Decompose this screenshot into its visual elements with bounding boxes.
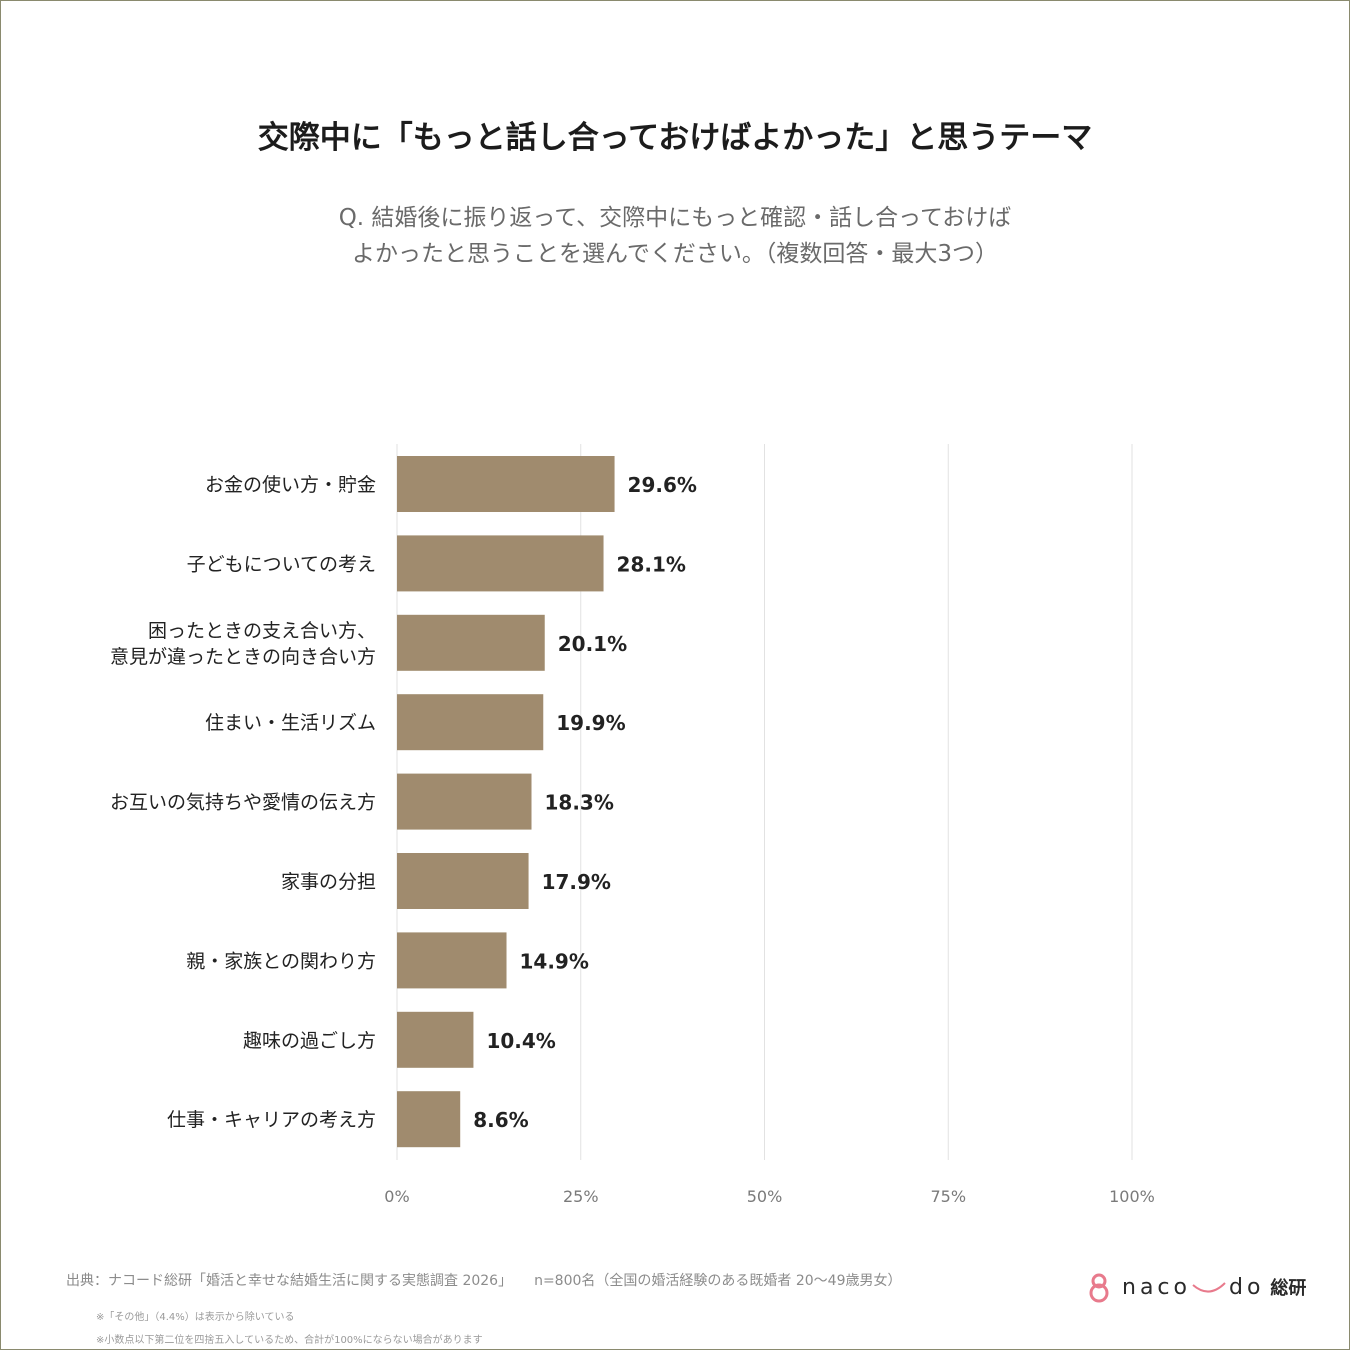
bar: [397, 1091, 461, 1148]
value-label: 28.1%: [617, 552, 686, 576]
value-label: 14.9%: [520, 949, 589, 973]
x-tick-label: 0%: [384, 1187, 409, 1206]
question-line-2: よかったと思うことを選んでください。（複数回答・最大3つ）: [352, 241, 998, 267]
logo-swoosh-icon: [1192, 1282, 1226, 1293]
bar: [397, 853, 529, 909]
category-label: 親・家族との関わり方: [186, 950, 376, 972]
value-label: 20.1%: [558, 632, 627, 656]
logo-text-right: do: [1228, 1274, 1265, 1300]
bar: [397, 694, 544, 751]
x-tick-label: 75%: [930, 1187, 966, 1206]
category-label: 子どもについての考え: [187, 553, 376, 575]
value-label: 19.9%: [556, 711, 625, 735]
value-label: 10.4%: [486, 1029, 555, 1053]
question-line-1: Q. 結婚後に振り返って、交際中にもっと確認・話し合っておけば: [338, 205, 1012, 231]
logo-suffix: 総研: [1270, 1278, 1307, 1299]
category-label: 家事の分担: [281, 871, 376, 893]
bar: [397, 773, 532, 830]
bar: [397, 614, 545, 671]
brand-logo: naco do 総研: [1086, 1270, 1306, 1304]
bar: [397, 535, 604, 592]
bar: [397, 932, 507, 989]
value-label: 17.9%: [542, 870, 611, 894]
x-tick-label: 25%: [563, 1187, 599, 1206]
category-label: 困ったときの支え合い方、: [148, 620, 376, 642]
chart-title: 交際中に「もっと話し合っておけばよかった」と思うテーマ: [257, 120, 1093, 156]
category-label: 仕事・キャリアの考え方: [167, 1109, 376, 1131]
value-label: 8.6%: [473, 1108, 528, 1132]
x-tick-label: 50%: [747, 1187, 783, 1206]
value-label: 18.3%: [545, 791, 614, 815]
bar: [397, 1011, 474, 1068]
footnote-rounding: ※小数点以下第二位を四捨五入しているため、合計が100%にならない場合があります: [96, 1335, 483, 1346]
source-text: 出典：ナコード総研「婚活と幸せな結婚生活に関する実態調査 2026」: [66, 1273, 513, 1289]
category-label: お金の使い方・貯金: [205, 474, 376, 496]
category-label: 意見が違ったときの向き合い方: [110, 646, 376, 668]
ring-knot-icon: [1089, 1273, 1109, 1303]
logo-text-left: naco: [1122, 1274, 1191, 1300]
footnote-other: ※「その他」（4.4%）は表示から除いている: [96, 1312, 295, 1323]
bar: [397, 456, 615, 512]
category-label: お互いの気持ちや愛情の伝え方: [110, 792, 376, 814]
x-tick-label: 100%: [1109, 1187, 1155, 1206]
value-label: 29.6%: [628, 473, 697, 497]
survey-question: Q. 結婚後に振り返って、交際中にもっと確認・話し合っておけば よかったと思うこ…: [0, 200, 1350, 272]
category-label: 趣味の過ごし方: [243, 1030, 376, 1052]
sample-text: n=800名（全国の婚活経験のある既婚者 20〜49歳男女）: [534, 1273, 902, 1289]
source-note: 出典：ナコード総研「婚活と幸せな結婚生活に関する実態調査 2026」 n=800名…: [66, 1270, 901, 1290]
category-label: 住まい・生活リズム: [205, 712, 376, 734]
